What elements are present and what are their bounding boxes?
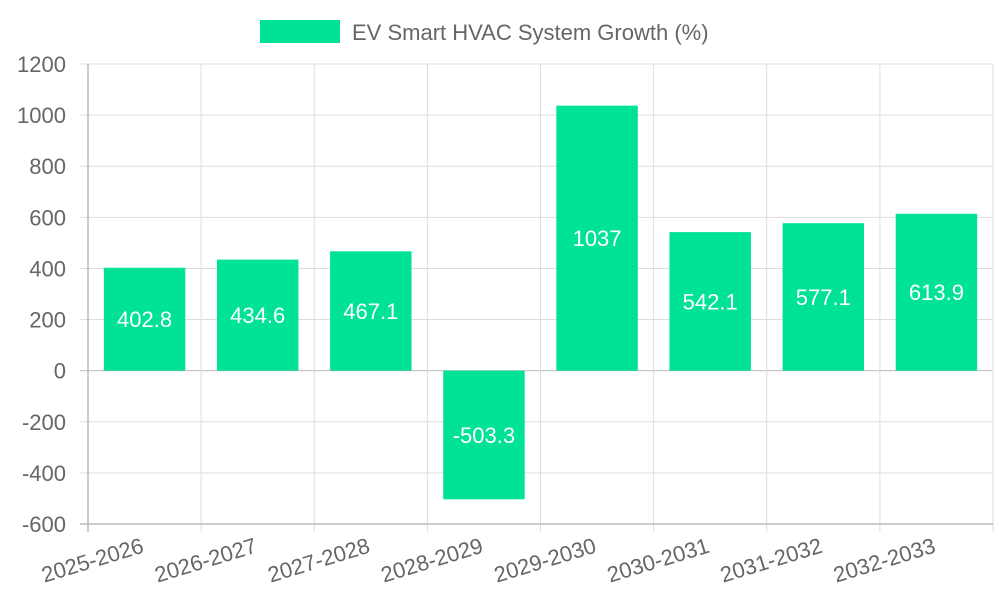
data-label: 434.6 [230,303,285,328]
legend-swatch [260,20,340,43]
data-label: 577.1 [796,285,851,310]
x-axis-tick-labels: 2025-2026 2026-2027 2027-2028 2028-2029 2029… [39,533,939,588]
data-labels: 402.8 434.6 467.1 -503.3 1037 542.1 577.1 613.9 [117,226,964,448]
x-tick-label: 2032-2033 [830,533,938,588]
y-tick-label: -400 [22,461,66,486]
y-tick-label: -600 [22,512,66,537]
x-tick-label: 2027-2028 [265,533,373,588]
x-tick-label: 2026-2027 [152,533,260,588]
bar-2032-2033[interactable] [895,213,978,371]
bar-2028-2029[interactable] [443,370,525,500]
bar-2030-2031[interactable] [669,232,751,371]
data-label: 613.9 [909,280,964,305]
x-tick-label: 2031-2032 [717,533,825,588]
data-label: 542.1 [683,289,738,314]
bars [103,105,978,500]
x-tick-label: 2029-2030 [491,533,599,588]
legend-label: EV Smart HVAC System Growth (%) [352,20,709,45]
data-label: 1037 [573,226,622,251]
y-tick-label: 200 [29,308,66,333]
x-tick-label: 2030-2031 [604,533,712,588]
bar-2027-2028[interactable] [330,251,412,371]
y-tick-label: 0 [54,359,66,384]
data-label: -503.3 [453,423,515,448]
y-tick-label: -200 [22,410,66,435]
x-tick-label: 2025-2026 [39,533,147,588]
y-tick-label: 1200 [17,52,66,77]
y-tick-label: 400 [29,256,66,281]
bar-2025-2026[interactable] [103,267,186,371]
y-axis-tick-labels: 1200 1000 800 600 400 200 0 -200 -400 -600 [17,52,66,537]
legend[interactable]: EV Smart HVAC System Growth (%) [260,20,709,45]
data-label: 467.1 [343,299,398,324]
y-tick-label: 1000 [17,103,66,128]
y-tick-label: 800 [29,154,66,179]
y-tick-label: 600 [29,205,66,230]
bar-2031-2032[interactable] [782,223,865,371]
axes [80,64,993,532]
bar-2026-2027[interactable] [216,259,299,371]
bar-2029-2030[interactable] [556,105,638,371]
data-label: 402.8 [117,307,172,332]
x-tick-label: 2028-2029 [378,533,486,588]
